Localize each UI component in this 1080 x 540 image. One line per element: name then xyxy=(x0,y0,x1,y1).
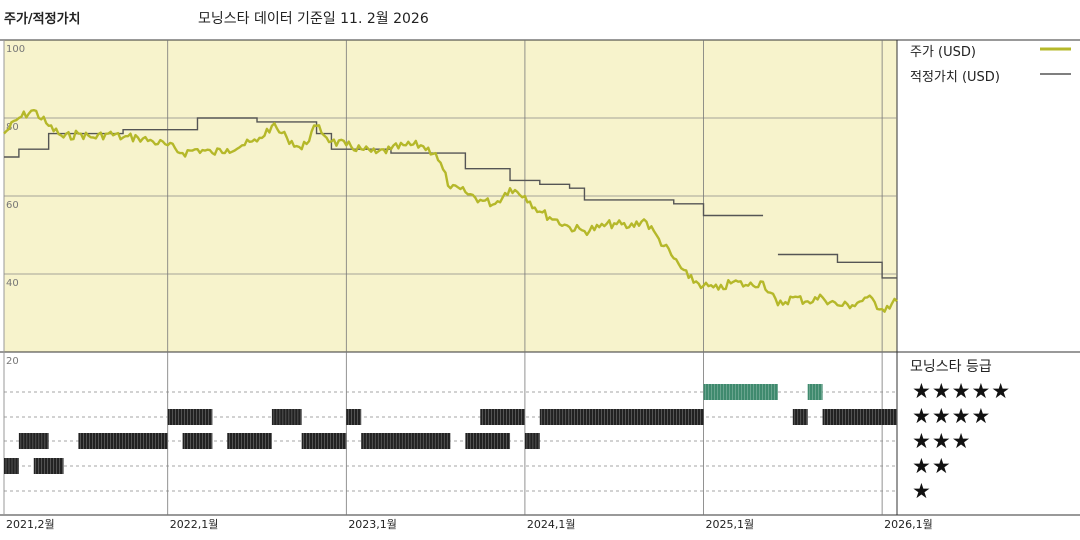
x-tick-label: 2022,1월 xyxy=(170,518,219,531)
price-line xyxy=(3,109,898,313)
rating-bar-4-star xyxy=(539,409,570,425)
y-tick-label: 80 xyxy=(6,122,19,133)
rating-bar-4-star xyxy=(822,409,897,425)
rating-bar-2-star xyxy=(4,458,19,474)
x-tick-label: 2023,1월 xyxy=(348,518,397,531)
rating-bar-4-star xyxy=(792,409,808,425)
y-tick-label: 100 xyxy=(6,44,25,55)
rating-bar-4-star xyxy=(569,409,704,425)
y-tick-label: 60 xyxy=(6,200,19,211)
rating-section-title: 모닝스타 등급 xyxy=(910,359,992,375)
rating-bar-4-star xyxy=(480,409,525,425)
x-tick-label: 2025,1월 xyxy=(706,518,755,531)
rating-bar-4-star xyxy=(167,409,213,425)
star-row-5: ★★★★★ xyxy=(912,379,1012,403)
chart-title: 주가/적정가치 xyxy=(4,12,81,27)
x-tick-label: 2024,1월 xyxy=(527,518,576,531)
data-date-subtitle: 모닝스타 데이터 기준일 11. 2월 2026 xyxy=(198,11,429,27)
legend-price: 주가 (USD) xyxy=(910,41,976,60)
rating-bar-5-star xyxy=(807,384,823,400)
rating-bar-5-star xyxy=(703,384,778,400)
star-row-4: ★★★★ xyxy=(912,404,992,428)
rating-bar-3-star xyxy=(78,433,168,449)
rating-bar-3-star xyxy=(361,433,451,449)
star-row-1: ★ xyxy=(912,479,932,503)
rating-bar-2-star xyxy=(33,458,64,474)
rating-bar-3-star xyxy=(301,433,347,449)
y-tick-label: 40 xyxy=(6,278,19,289)
legend-price-label: 주가 (USD) xyxy=(910,45,976,60)
legend-fair-value: 적정가치 (USD) xyxy=(910,66,1000,85)
rating-bar-3-star xyxy=(465,433,511,449)
star-row-2: ★★ xyxy=(912,454,952,478)
rating-bar-4-star xyxy=(346,409,362,425)
x-tick-label: 2026,1월 xyxy=(884,518,933,531)
star-row-3: ★★★ xyxy=(912,429,972,453)
legend-fair-label: 적정가치 (USD) xyxy=(910,70,1000,85)
y-tick-label: 20 xyxy=(6,356,19,367)
rating-bar-3-star xyxy=(182,433,213,449)
x-tick-label: 2021,2월 xyxy=(6,518,55,531)
rating-bar-4-star xyxy=(271,409,302,425)
rating-bar-3-star xyxy=(524,433,540,449)
rating-bar-3-star xyxy=(227,433,272,449)
rating-bar-3-star xyxy=(18,433,49,449)
